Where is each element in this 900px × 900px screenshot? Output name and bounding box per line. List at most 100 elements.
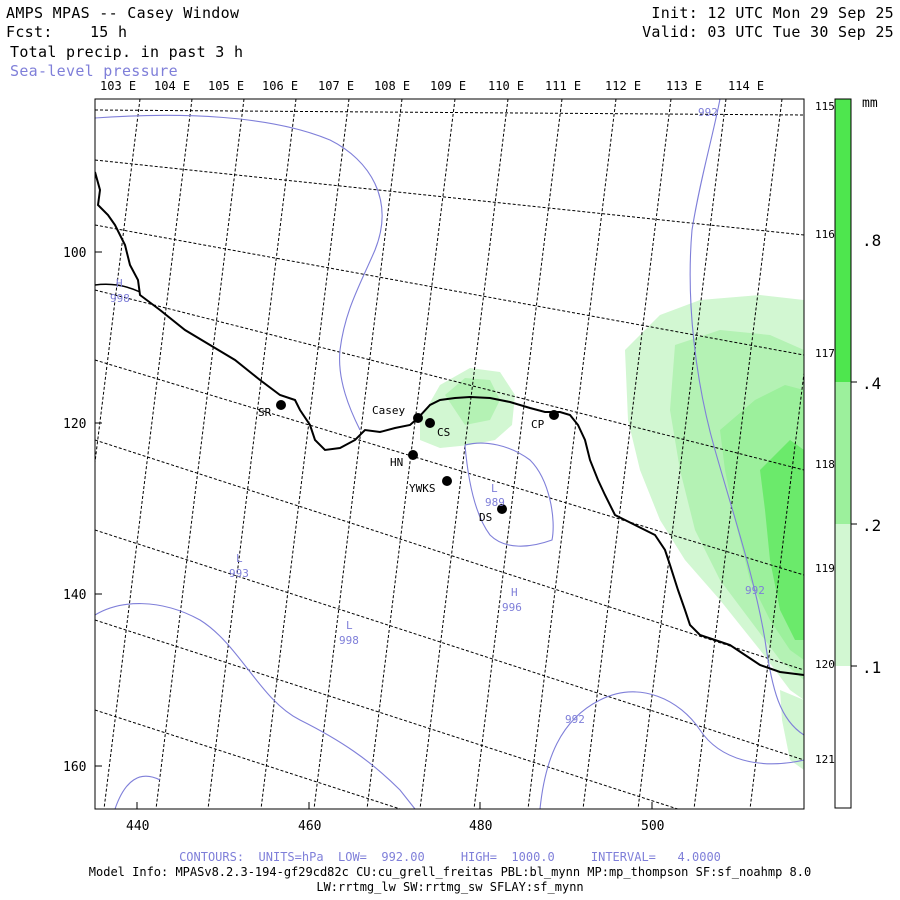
colorbar-segment <box>835 666 851 808</box>
pressure-label: 996 <box>502 601 522 614</box>
colorbar-label: .8 <box>862 231 881 250</box>
y-tick-label: 120 <box>63 417 86 432</box>
meridian-line <box>419 99 509 809</box>
colorbar-segment <box>835 382 851 524</box>
parallel-line <box>95 159 804 236</box>
pressure-contour <box>464 442 554 547</box>
meridian-line <box>260 99 350 809</box>
lon-label: 107 E <box>318 79 354 93</box>
pressure-label: 992 <box>745 584 765 597</box>
meridian-line <box>155 99 245 809</box>
precip-area-light-south <box>780 690 804 770</box>
pressure-label: L <box>236 552 243 565</box>
axis-ticks <box>95 251 653 809</box>
header-field-precip: Total precip. in past 3 h <box>10 43 244 61</box>
colorbar-label: .2 <box>862 516 881 535</box>
meridian-line <box>749 369 804 809</box>
pressure-labels: 992 H 998 L 989 L 993 H 996 L 998 992 99… <box>110 106 765 726</box>
parallel-line <box>95 439 804 671</box>
station-label: YWKS <box>409 482 436 495</box>
lon-label: 114 E <box>728 79 764 93</box>
coastline <box>95 171 804 676</box>
lon-label: 106 E <box>262 79 298 93</box>
lon-label: 104 E <box>154 79 190 93</box>
station-marker-sr <box>276 400 286 410</box>
pressure-contour <box>95 114 383 431</box>
pressure-label: 992 <box>565 713 585 726</box>
pressure-label: 998 <box>339 634 359 647</box>
pressure-label: H <box>511 586 518 599</box>
pressure-label: 989 <box>485 496 505 509</box>
lon-label: 103 E <box>100 79 136 93</box>
precip-area-mid-casey <box>445 378 500 425</box>
pressure-label: H <box>116 277 123 290</box>
station-marker-ywks <box>442 476 452 486</box>
lon-label: 112 E <box>605 79 641 93</box>
parallel-line <box>95 529 804 761</box>
meridian-line <box>527 99 617 809</box>
station-label: HN <box>390 456 403 469</box>
plot-frame <box>94 98 805 810</box>
header-init: Init: 12 UTC Mon 29 Sep 25 <box>651 4 894 22</box>
pressure-contour <box>114 775 161 809</box>
pressure-contour <box>95 603 416 809</box>
pressure-label: 992 <box>698 106 718 119</box>
parallel-line <box>95 109 804 116</box>
colorbar: mm .8 .4 .2 .1 <box>834 96 881 809</box>
station-marker-ds <box>497 504 507 514</box>
meridian-line <box>473 99 563 809</box>
stations: SR Casey CS CP HN YWKS DS <box>258 400 559 524</box>
lon-label: 109 E <box>430 79 466 93</box>
header-title: AMPS MPAS -- Casey Window <box>6 4 240 22</box>
pressure-contour <box>539 691 804 809</box>
meridian-line <box>95 99 141 467</box>
meridian-line <box>582 99 672 809</box>
parallel-line <box>95 224 804 356</box>
station-label: CS <box>437 426 450 439</box>
pressure-label: L <box>491 482 498 495</box>
footer-model-info: Model Info: MPASv8.2.3-194-gf29cd82c CU:… <box>88 865 812 879</box>
lon-label: 110 E <box>488 79 524 93</box>
colorbar-label: .1 <box>862 658 881 677</box>
header-valid: Valid: 03 UTC Tue 30 Sep 25 <box>642 23 894 41</box>
x-tick-label: 440 <box>126 819 149 834</box>
pressure-label: L <box>346 619 353 632</box>
pressure-label: 993 <box>229 567 249 580</box>
island-outline <box>95 283 141 293</box>
y-tick-label: 100 <box>63 246 86 261</box>
top-lon-labels: 103 E 104 E 105 E 106 E 107 E 108 E 109 … <box>100 79 764 93</box>
lon-label: 113 E <box>666 79 702 93</box>
x-tick-label: 500 <box>641 819 664 834</box>
station-marker-casey <box>413 413 423 423</box>
header-fcst: Fcst: 15 h <box>6 23 128 41</box>
parallel-line <box>95 359 804 576</box>
header-field-slp: Sea-level pressure <box>10 62 178 80</box>
station-marker-hn <box>408 450 418 460</box>
lon-label: 111 E <box>545 79 581 93</box>
precip-shading <box>420 295 804 770</box>
y-tick-label: 160 <box>63 760 86 775</box>
colorbar-label: .4 <box>862 374 881 393</box>
meridian-line <box>103 99 193 809</box>
colorbar-segment <box>835 524 851 666</box>
meridian-line <box>313 99 403 809</box>
station-label: Casey <box>372 404 405 417</box>
lon-label: 105 E <box>208 79 244 93</box>
x-tick-label: 480 <box>469 819 492 834</box>
axis-tick-labels: 440 460 480 500 100 120 140 160 <box>63 246 664 834</box>
station-marker-cp <box>549 410 559 420</box>
colorbar-frame <box>834 98 852 809</box>
meridian-line <box>637 99 727 809</box>
colorbar-unit: mm <box>862 96 878 111</box>
colorbar-segment <box>835 99 851 382</box>
meridian-line <box>693 99 783 809</box>
x-tick-label: 460 <box>298 819 321 834</box>
meridian-line <box>207 99 297 809</box>
parallel-line <box>95 619 680 809</box>
station-label: CP <box>531 418 545 431</box>
footer-contours: CONTOURS: UNITS=hPa LOW= 992.00 HIGH= 10… <box>179 850 721 864</box>
lon-label: 108 E <box>374 79 410 93</box>
precip-area-max <box>760 440 804 640</box>
pressure-contours <box>95 99 804 809</box>
